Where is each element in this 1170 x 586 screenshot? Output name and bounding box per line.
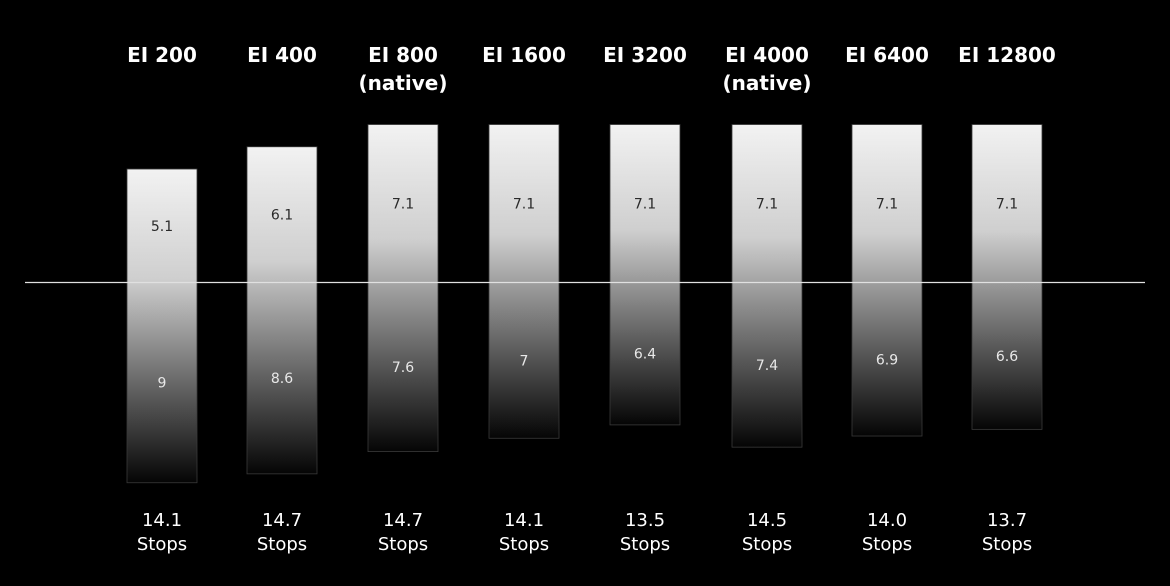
stops-bar	[731, 124, 803, 448]
total-stops-unit: Stops	[982, 534, 1032, 555]
total-stops-value: 14.7	[262, 510, 302, 531]
total-stops-value: 13.7	[987, 510, 1027, 531]
ei-label: (native)	[358, 71, 447, 95]
value-above-label: 7.1	[634, 197, 656, 213]
total-stops-unit: Stops	[742, 534, 792, 555]
stops-bar	[126, 168, 198, 484]
total-stops-unit: Stops	[257, 534, 307, 555]
ei-label: EI 800	[368, 43, 438, 67]
value-above-label: 7.1	[392, 197, 414, 213]
ei-label: EI 6400	[845, 43, 929, 67]
value-above-label: 5.1	[151, 219, 173, 235]
total-stops-unit: Stops	[862, 534, 912, 555]
stops-bar	[246, 146, 318, 475]
total-stops-unit: Stops	[499, 534, 549, 555]
value-above-label: 7.1	[513, 197, 535, 213]
total-stops-value: 14.5	[747, 510, 787, 531]
ei-label: EI 3200	[603, 43, 687, 67]
total-stops-unit: Stops	[620, 534, 670, 555]
stops-bar	[488, 124, 560, 439]
value-above-label: 6.1	[271, 208, 293, 224]
value-above-label: 7.1	[876, 197, 898, 213]
value-below-label: 8.6	[271, 371, 293, 387]
value-above-label: 7.1	[756, 197, 778, 213]
bars-layer	[126, 124, 1043, 484]
stops-bar	[609, 124, 681, 426]
total-stops-unit: Stops	[378, 534, 428, 555]
total-stops-value: 13.5	[625, 510, 665, 531]
total-stops-value: 14.7	[383, 510, 423, 531]
value-below-label: 7	[520, 353, 529, 369]
labels-layer: EI 200 5.1 9 14.1 Stops EI 400 6.1 8.6 14.7 Stops…	[127, 43, 1056, 555]
value-below-label: 6.9	[876, 352, 898, 368]
ei-label: EI 400	[247, 43, 317, 67]
ei-label: EI 200	[127, 43, 197, 67]
ei-label: EI 1600	[482, 43, 566, 67]
value-below-label: 7.4	[756, 358, 778, 374]
value-below-label: 9	[158, 376, 167, 392]
ei-label: (native)	[722, 71, 811, 95]
value-below-label: 6.4	[634, 347, 656, 363]
value-below-label: 6.6	[996, 349, 1018, 365]
stops-bar	[971, 124, 1043, 430]
value-above-label: 7.1	[996, 197, 1018, 213]
value-below-label: 7.6	[392, 360, 414, 376]
stops-bar	[367, 124, 439, 453]
stops-bar	[851, 124, 923, 437]
total-stops-value: 14.0	[867, 510, 907, 531]
total-stops-value: 14.1	[504, 510, 544, 531]
ei-label: EI 12800	[958, 43, 1056, 67]
ei-label: EI 4000	[725, 43, 809, 67]
total-stops-unit: Stops	[137, 534, 187, 555]
total-stops-value: 14.1	[142, 510, 182, 531]
